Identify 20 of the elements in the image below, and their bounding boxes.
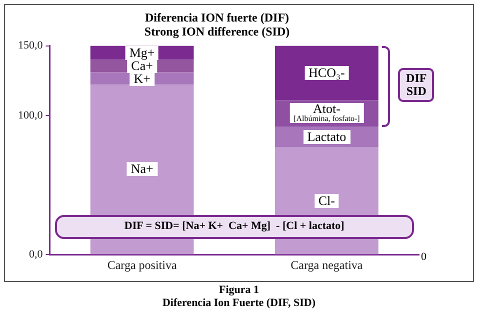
annotation: DIF = SID= [Na+ K+ Ca+ Mg] - [Cl + lactato] <box>123 220 346 233</box>
text: Figura 1 <box>218 284 260 297</box>
series-label: HCO₃- <box>308 64 345 80</box>
chart-subtitle: Strong ION difference (SID) <box>144 24 290 39</box>
y-tick-label: 150,0 <box>18 40 44 52</box>
series-label: K+ <box>134 70 150 86</box>
series-label: Lactato <box>307 128 346 144</box>
annotation: DIF SID <box>405 71 428 98</box>
text: Diferencia Ion Fuerte (DIF, SID) <box>161 297 317 310</box>
x-tick-label: Carga positiva <box>107 258 178 272</box>
x-tick-label: Carga negativa <box>290 258 364 272</box>
chart-title: Diferencia ION fuerte (DIF) <box>144 10 290 24</box>
series-label: Mg+ <box>129 44 155 60</box>
series-label: Cl- <box>318 192 335 208</box>
y-tick-label: 0,0 <box>29 248 44 260</box>
y-tick-label: 100,0 <box>18 109 44 122</box>
annotation: [Albúmina, fosfato-] <box>294 114 360 124</box>
series-label: Atot- <box>312 101 340 116</box>
text: 0 <box>421 250 426 263</box>
series-label: Na+ <box>130 161 154 176</box>
